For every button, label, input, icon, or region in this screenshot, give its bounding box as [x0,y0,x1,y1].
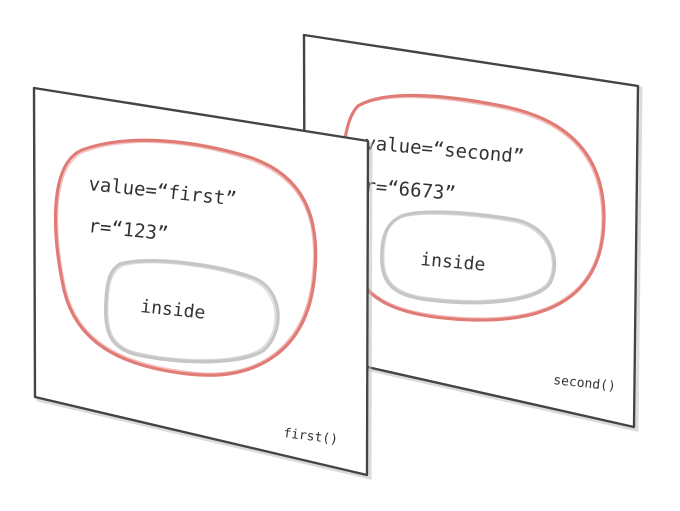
second-frame: value=“second” r=“6673” inside second() [302,33,643,432]
first-frame-border [32,86,370,477]
second-inner-blob [380,210,557,305]
second-inner-blob-ghost [383,213,554,302]
first-outer-blob [53,138,318,377]
first-frame: value=“first” r=“123” inside first() [32,86,373,480]
first-inner-blob [103,259,280,364]
second-caption: second() [553,373,617,394]
first-outer-blob-ghost [56,141,315,374]
first-inner-blob-ghost [106,262,276,361]
first-caption: first() [283,426,339,448]
